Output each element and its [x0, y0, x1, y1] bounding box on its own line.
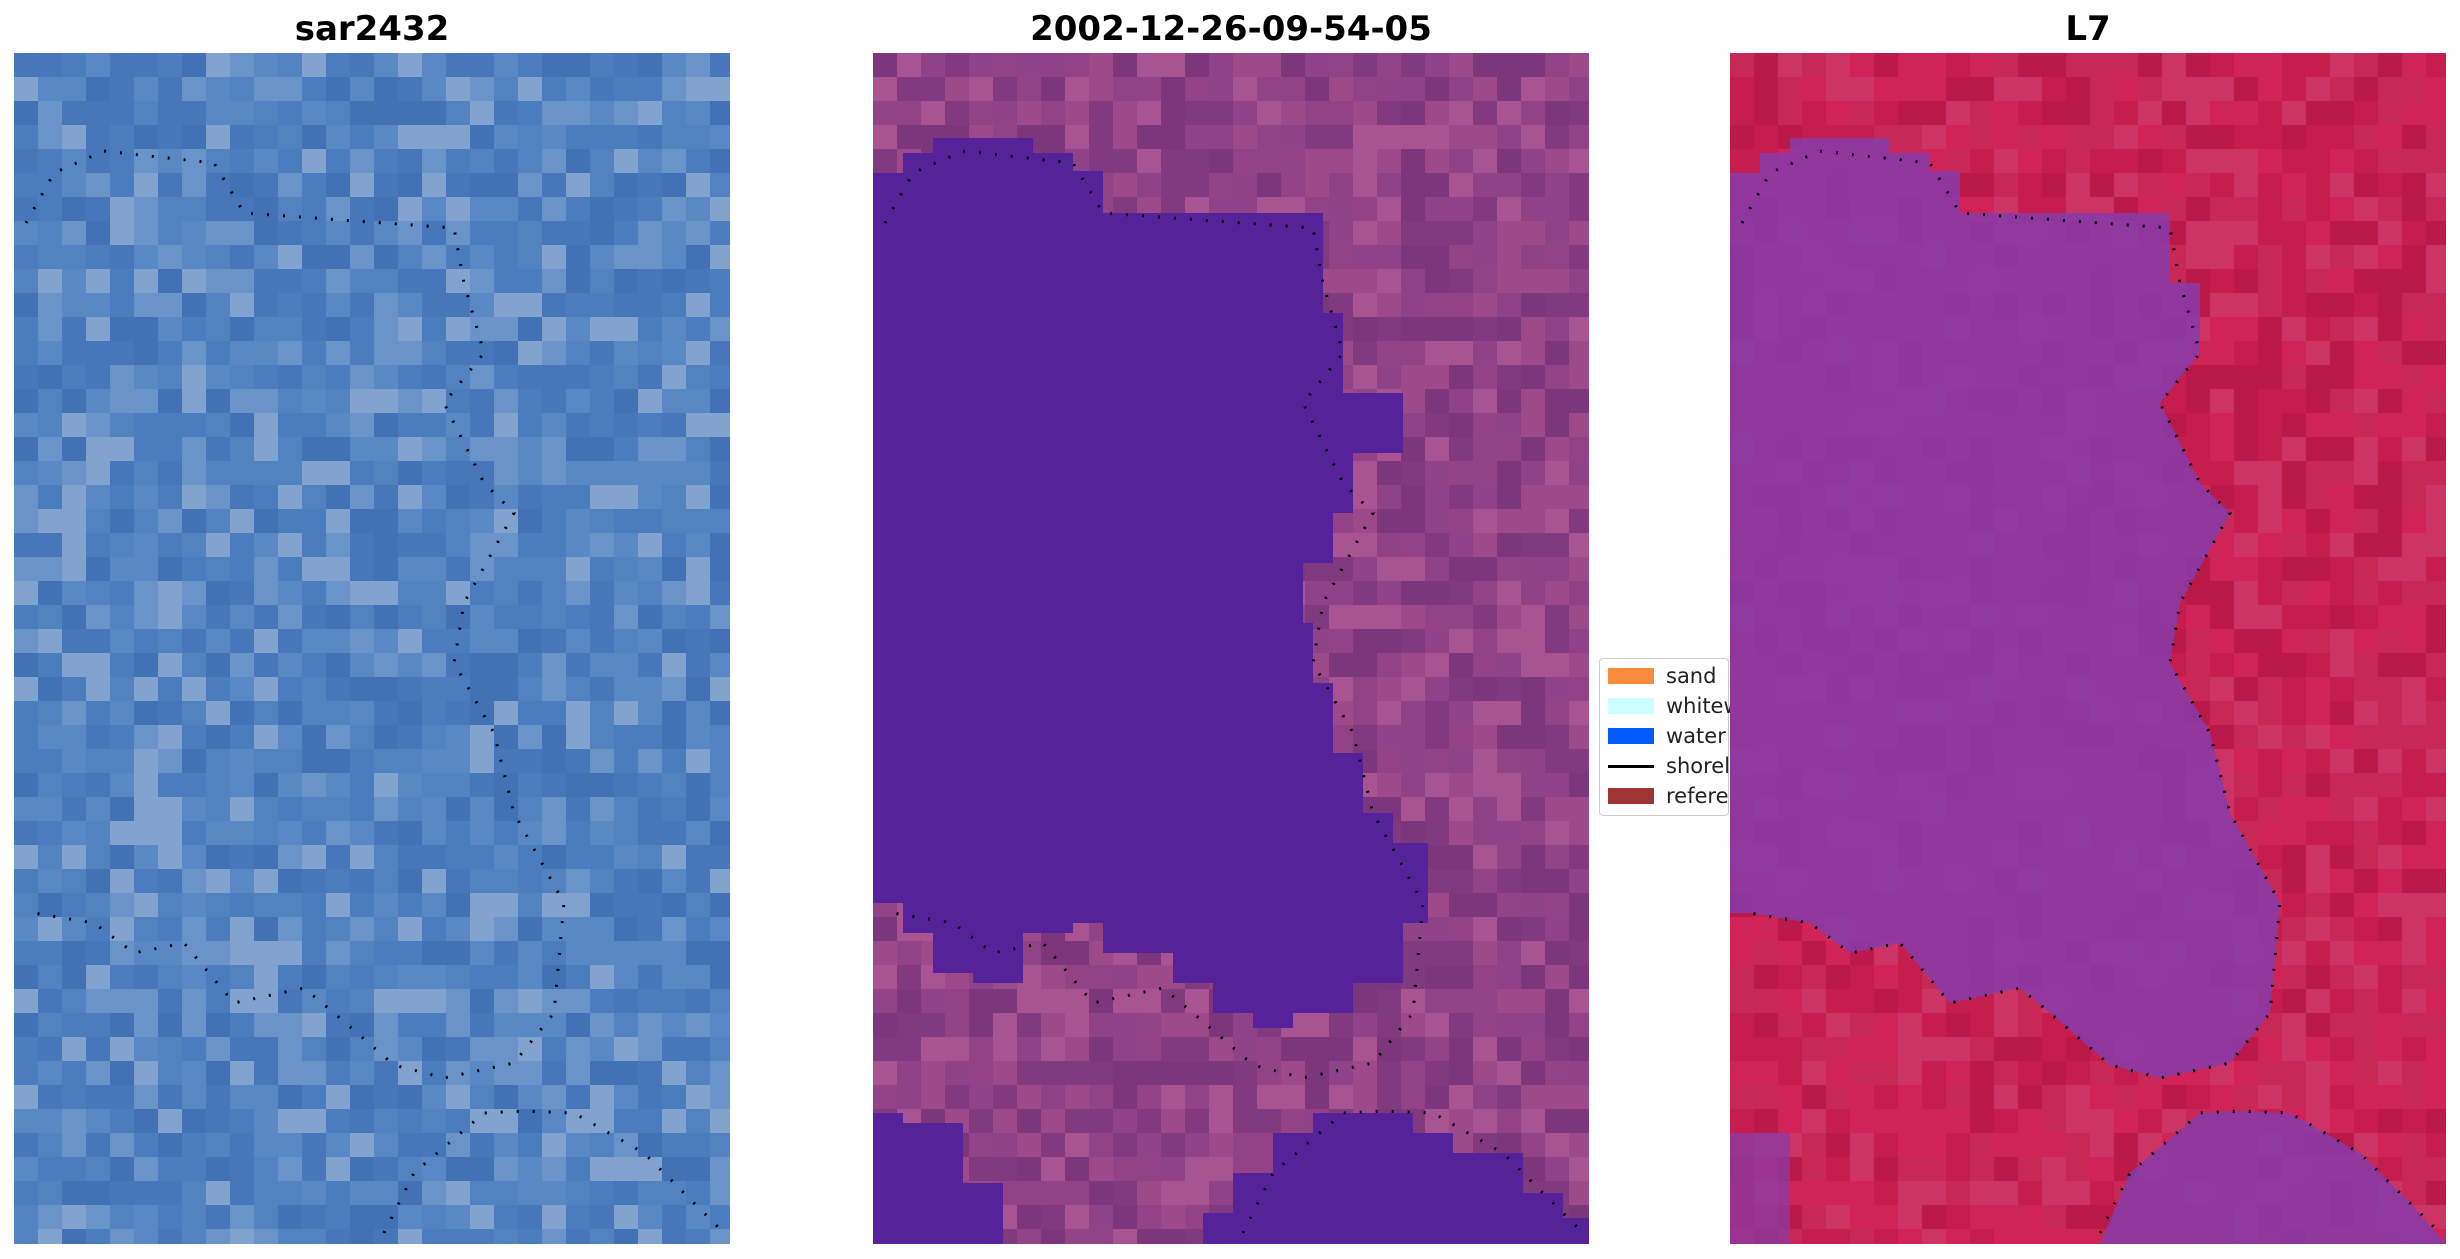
index-water-region: [1730, 138, 2280, 1078]
legend-swatch-whitewater: [1608, 698, 1654, 714]
legend-label-whitewater: whitew: [1666, 694, 1741, 718]
legend-swatch-reference: [1608, 788, 1654, 804]
legend-item-water: water: [1600, 722, 1730, 750]
index-water-left: [1730, 1133, 1790, 1244]
index-image-svg: [1730, 53, 2446, 1244]
legend-line-shoreline: [1608, 765, 1654, 768]
water-region-main: [873, 138, 1428, 1028]
legend-item-sand: sand: [1600, 662, 1730, 690]
classified-image: [873, 53, 1589, 1244]
water-region-bottom-left: [873, 1113, 1003, 1244]
rgb-image-svg: [14, 53, 730, 1244]
legend-label-shoreline: shorel: [1666, 754, 1731, 778]
satellite-rgb-image: [14, 53, 730, 1244]
legend-item-reference: referer: [1600, 782, 1737, 810]
legend-swatch-sand: [1608, 668, 1654, 684]
classified-shoreline-bottom: [1241, 1109, 1585, 1235]
classified-image-svg: [873, 53, 1589, 1244]
legend: sand whitew water shorel referer: [1599, 658, 1741, 816]
panel-title-rgb: sar2432: [294, 9, 450, 49]
panel-title-index: L7: [2065, 9, 2111, 49]
water-region-bottom-right: [1203, 1113, 1589, 1244]
legend-item-whitewater: whitew: [1600, 692, 1741, 720]
rgb-pixel-grid: [14, 53, 730, 1244]
index-image: [1730, 53, 2446, 1244]
panel-title-classified: 2002-12-26-09-54-05: [1030, 9, 1432, 49]
legend-swatch-water: [1608, 728, 1654, 744]
index-shoreline-bottom: [2098, 1109, 2442, 1235]
legend-label-water: water: [1666, 724, 1726, 748]
index-water-bottom: [2100, 1111, 2446, 1244]
legend-item-shoreline: shorel: [1600, 752, 1730, 780]
legend-label-sand: sand: [1666, 664, 1717, 688]
rgb-shoreline-bottom: [382, 1109, 726, 1235]
legend-label-reference: referer: [1666, 784, 1738, 808]
